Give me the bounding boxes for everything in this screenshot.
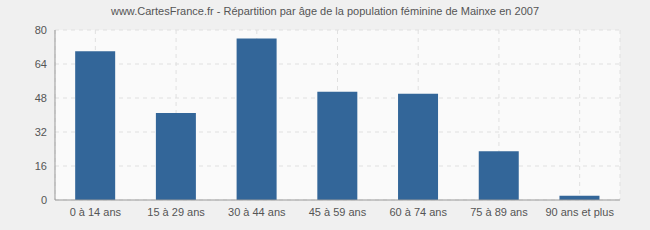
svg-text:30 à 44 ans: 30 à 44 ans — [228, 206, 286, 218]
svg-text:16: 16 — [35, 160, 47, 172]
svg-text:80: 80 — [35, 24, 47, 36]
svg-text:0: 0 — [41, 194, 47, 206]
svg-text:90 ans et plus: 90 ans et plus — [545, 206, 614, 218]
svg-text:48: 48 — [35, 92, 47, 104]
svg-text:15 à 29 ans: 15 à 29 ans — [147, 206, 205, 218]
svg-text:0 à 14 ans: 0 à 14 ans — [70, 206, 122, 218]
svg-text:32: 32 — [35, 126, 47, 138]
html-text:www.CartesFrance.fr - Répartit: www.CartesFrance.fr - Répartition par âg… — [111, 5, 539, 17]
svg-text:45 à 59 ans: 45 à 59 ans — [309, 206, 367, 218]
svg-text:64: 64 — [35, 58, 47, 70]
svg-text:75 à 89 ans: 75 à 89 ans — [470, 206, 528, 218]
svg-text:60 à 74 ans: 60 à 74 ans — [389, 206, 447, 218]
